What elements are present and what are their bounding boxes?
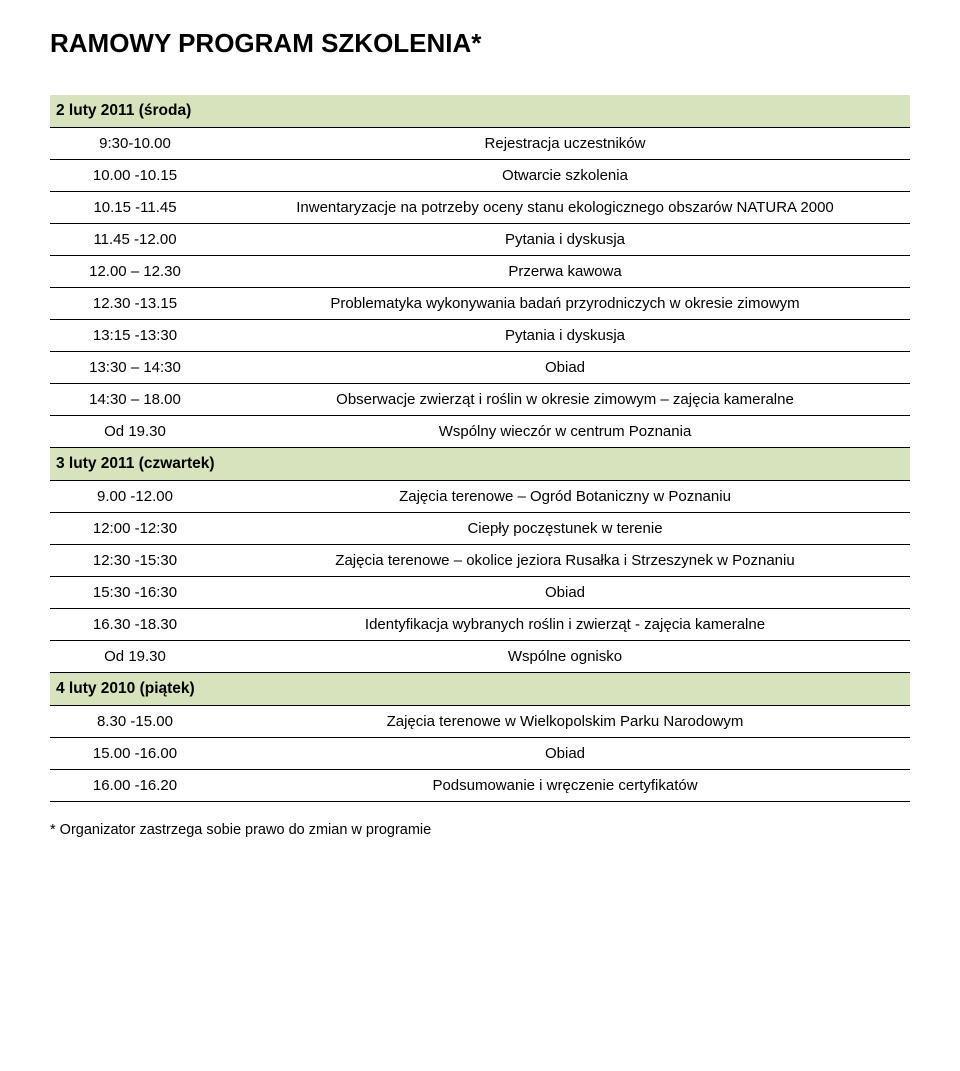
schedule-row: 12.30 -13.15Problematyka wykonywania bad…: [50, 288, 910, 320]
description-cell: Obiad: [220, 738, 910, 770]
section-label: 2 luty 2011 (środa): [50, 95, 910, 128]
description-cell: Ciepły poczęstunek w terenie: [220, 513, 910, 545]
schedule-row: 16.00 -16.20Podsumowanie i wręczenie cer…: [50, 770, 910, 802]
time-cell: 16.00 -16.20: [50, 770, 220, 802]
schedule-row: 14:30 – 18.00Obserwacje zwierząt i rośli…: [50, 384, 910, 416]
time-cell: 12:00 -12:30: [50, 513, 220, 545]
page-title: RAMOWY PROGRAM SZKOLENIA*: [50, 28, 910, 59]
time-cell: 8.30 -15.00: [50, 706, 220, 738]
section-label: 4 luty 2010 (piątek): [50, 673, 910, 706]
description-cell: Inwentaryzacje na potrzeby oceny stanu e…: [220, 192, 910, 224]
schedule-row: 13:15 -13:30Pytania i dyskusja: [50, 320, 910, 352]
footnote: * Organizator zastrzega sobie prawo do z…: [50, 822, 910, 838]
section-row: 3 luty 2011 (czwartek): [50, 448, 910, 481]
time-cell: 16.30 -18.30: [50, 609, 220, 641]
description-cell: Zajęcia terenowe w Wielkopolskim Parku N…: [220, 706, 910, 738]
time-cell: 12.00 – 12.30: [50, 256, 220, 288]
section-row: 2 luty 2011 (środa): [50, 95, 910, 128]
schedule-row: 15:30 -16:30Obiad: [50, 577, 910, 609]
schedule-row: Od 19.30Wspólne ognisko: [50, 641, 910, 673]
schedule-row: 9.00 -12.00Zajęcia terenowe – Ogród Bota…: [50, 481, 910, 513]
schedule-table: 2 luty 2011 (środa)9:30-10.00Rejestracja…: [50, 95, 910, 802]
schedule-row: 8.30 -15.00Zajęcia terenowe w Wielkopols…: [50, 706, 910, 738]
description-cell: Wspólny wieczór w centrum Poznania: [220, 416, 910, 448]
description-cell: Obserwacje zwierząt i roślin w okresie z…: [220, 384, 910, 416]
description-cell: Problematyka wykonywania badań przyrodni…: [220, 288, 910, 320]
schedule-row: 13:30 – 14:30Obiad: [50, 352, 910, 384]
section-row: 4 luty 2010 (piątek): [50, 673, 910, 706]
time-cell: 13:30 – 14:30: [50, 352, 220, 384]
description-cell: Obiad: [220, 577, 910, 609]
description-cell: Wspólne ognisko: [220, 641, 910, 673]
schedule-row: 10.00 -10.15Otwarcie szkolenia: [50, 160, 910, 192]
schedule-body: 2 luty 2011 (środa)9:30-10.00Rejestracja…: [50, 95, 910, 802]
time-cell: 15.00 -16.00: [50, 738, 220, 770]
schedule-row: 12.00 – 12.30Przerwa kawowa: [50, 256, 910, 288]
schedule-row: 16.30 -18.30Identyfikacja wybranych rośl…: [50, 609, 910, 641]
schedule-row: 12:30 -15:30Zajęcia terenowe – okolice j…: [50, 545, 910, 577]
schedule-row: 12:00 -12:30Ciepły poczęstunek w terenie: [50, 513, 910, 545]
time-cell: 12.30 -13.15: [50, 288, 220, 320]
schedule-row: 9:30-10.00Rejestracja uczestników: [50, 128, 910, 160]
time-cell: 14:30 – 18.00: [50, 384, 220, 416]
time-cell: Od 19.30: [50, 416, 220, 448]
description-cell: Pytania i dyskusja: [220, 320, 910, 352]
description-cell: Otwarcie szkolenia: [220, 160, 910, 192]
time-cell: 15:30 -16:30: [50, 577, 220, 609]
time-cell: 10.15 -11.45: [50, 192, 220, 224]
description-cell: Obiad: [220, 352, 910, 384]
description-cell: Pytania i dyskusja: [220, 224, 910, 256]
description-cell: Identyfikacja wybranych roślin i zwierzą…: [220, 609, 910, 641]
time-cell: 10.00 -10.15: [50, 160, 220, 192]
description-cell: Przerwa kawowa: [220, 256, 910, 288]
description-cell: Zajęcia terenowe – okolice jeziora Rusał…: [220, 545, 910, 577]
description-cell: Podsumowanie i wręczenie certyfikatów: [220, 770, 910, 802]
time-cell: Od 19.30: [50, 641, 220, 673]
time-cell: 13:15 -13:30: [50, 320, 220, 352]
time-cell: 9.00 -12.00: [50, 481, 220, 513]
time-cell: 11.45 -12.00: [50, 224, 220, 256]
description-cell: Zajęcia terenowe – Ogród Botaniczny w Po…: [220, 481, 910, 513]
schedule-row: 15.00 -16.00Obiad: [50, 738, 910, 770]
page: RAMOWY PROGRAM SZKOLENIA* 2 luty 2011 (ś…: [0, 0, 960, 881]
time-cell: 12:30 -15:30: [50, 545, 220, 577]
description-cell: Rejestracja uczestników: [220, 128, 910, 160]
schedule-row: 10.15 -11.45Inwentaryzacje na potrzeby o…: [50, 192, 910, 224]
time-cell: 9:30-10.00: [50, 128, 220, 160]
schedule-row: 11.45 -12.00Pytania i dyskusja: [50, 224, 910, 256]
section-label: 3 luty 2011 (czwartek): [50, 448, 910, 481]
schedule-row: Od 19.30Wspólny wieczór w centrum Poznan…: [50, 416, 910, 448]
